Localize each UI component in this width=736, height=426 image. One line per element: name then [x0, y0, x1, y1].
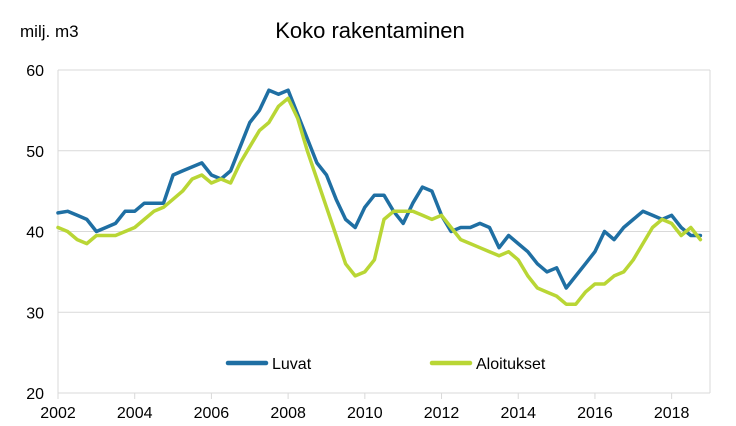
x-tick-label: 2016 [577, 405, 613, 422]
x-tick-label: 2002 [40, 405, 76, 422]
x-tick-label: 2008 [270, 405, 306, 422]
x-tick-label: 2012 [424, 405, 460, 422]
legend-label: Aloitukset [476, 356, 546, 373]
gridlines [58, 69, 710, 394]
y-tick-label: 40 [26, 225, 44, 242]
series-line-aloitukset [56, 96, 703, 306]
chart-title: Koko rakentaminen [275, 18, 465, 43]
x-tick-label: 2018 [654, 405, 690, 422]
y-tick-label: 50 [26, 144, 44, 161]
series-line-luvat [56, 88, 703, 290]
y-axis-label: milj. m3 [20, 22, 79, 41]
axes: 20 30 40 50 60 2002 2004 2006 2008 2010 2012 2014 20… [26, 63, 711, 422]
y-tick-label: 20 [26, 386, 44, 403]
series-lines [56, 88, 703, 306]
x-tick-label: 2010 [347, 405, 383, 422]
x-tick-label: 2004 [117, 405, 153, 422]
y-tick-label: 60 [26, 63, 44, 80]
legend: Luvat Aloitukset [225, 356, 546, 373]
x-tick-label: 2006 [194, 405, 230, 422]
y-tick-label: 30 [26, 305, 44, 322]
legend-label: Luvat [272, 356, 312, 373]
x-tick-label: 2014 [500, 405, 536, 422]
